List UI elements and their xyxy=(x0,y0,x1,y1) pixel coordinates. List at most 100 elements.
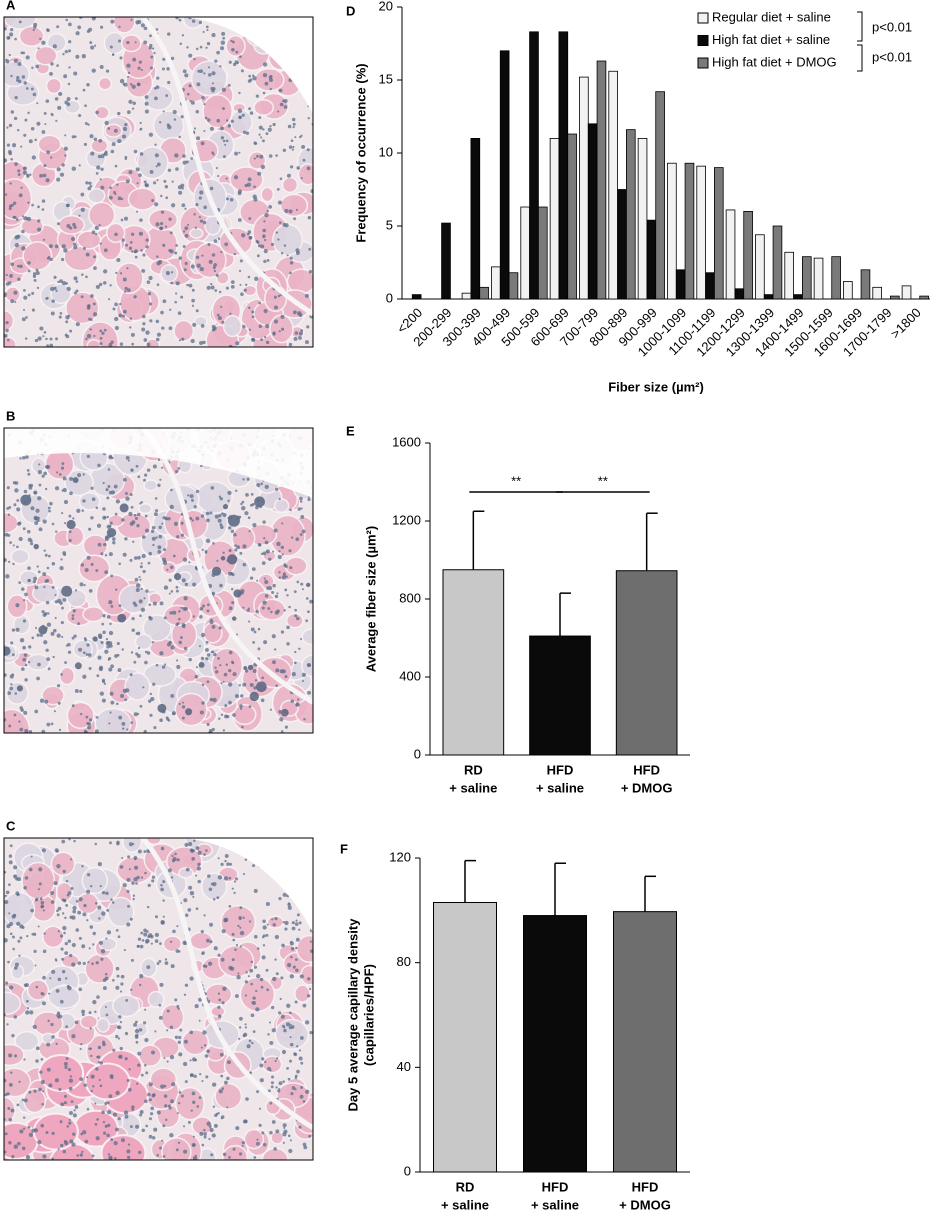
nucleus xyxy=(33,278,37,282)
nucleus xyxy=(192,582,197,587)
nucleus xyxy=(104,554,108,557)
nucleus xyxy=(172,109,177,115)
nucleus xyxy=(180,521,184,525)
nucleus xyxy=(117,935,121,939)
nucleus xyxy=(209,697,214,702)
nucleus xyxy=(9,182,12,185)
fiber xyxy=(79,1014,99,1030)
nucleus xyxy=(9,674,14,679)
nucleus xyxy=(154,96,158,101)
nucleus xyxy=(73,225,77,229)
bar xyxy=(470,137,481,300)
nucleus xyxy=(291,672,296,677)
nucleus xyxy=(248,530,251,533)
fiber xyxy=(4,310,15,332)
panel-label: C xyxy=(6,818,16,833)
nucleus xyxy=(59,172,65,177)
nucleus xyxy=(94,232,98,236)
nucleus-cluster xyxy=(198,661,205,668)
nucleus xyxy=(12,201,17,205)
nucleus xyxy=(14,488,19,493)
nucleus xyxy=(184,233,189,238)
nucleus xyxy=(260,985,264,989)
nucleus xyxy=(194,1004,199,1009)
nucleus xyxy=(109,521,113,525)
nucleus xyxy=(251,315,255,319)
nucleus xyxy=(13,290,18,295)
nucleus xyxy=(224,143,227,146)
nucleus xyxy=(9,932,13,936)
nucleus-cluster xyxy=(74,662,82,670)
nucleus xyxy=(231,573,235,577)
nucleus xyxy=(22,645,26,650)
nucleus xyxy=(136,712,140,715)
nucleus xyxy=(65,315,70,320)
nucleus xyxy=(145,938,150,943)
nucleus xyxy=(268,77,273,83)
nucleus xyxy=(104,1101,108,1105)
nucleus xyxy=(15,627,20,632)
nucleus xyxy=(150,697,155,702)
nucleus xyxy=(177,1141,181,1144)
fiber xyxy=(242,284,258,297)
nucleus xyxy=(38,483,42,487)
nucleus xyxy=(36,286,40,290)
nucleus xyxy=(115,1034,119,1039)
nucleus xyxy=(154,202,159,207)
nucleus xyxy=(62,551,67,555)
significance-stars: ** xyxy=(511,473,521,488)
nucleus xyxy=(199,464,203,468)
nucleus xyxy=(140,876,144,879)
nucleus xyxy=(50,311,55,316)
nucleus xyxy=(266,923,269,926)
nucleus xyxy=(228,515,233,520)
nucleus-cluster xyxy=(222,504,229,510)
nucleus xyxy=(13,1144,18,1149)
nucleus xyxy=(78,897,83,902)
nucleus xyxy=(242,682,247,687)
nucleus xyxy=(71,962,76,967)
fiber xyxy=(84,1062,131,1101)
nucleus xyxy=(217,953,221,957)
nucleus xyxy=(118,1055,122,1059)
nucleus xyxy=(239,945,242,948)
nucleus xyxy=(68,514,72,518)
nucleus xyxy=(112,307,116,311)
nucleus xyxy=(12,947,15,951)
nucleus xyxy=(206,609,210,613)
nucleus xyxy=(177,1007,180,1010)
nucleus xyxy=(148,132,154,137)
nucleus xyxy=(66,102,71,107)
nucleus xyxy=(173,118,177,121)
nucleus xyxy=(228,1156,231,1159)
nucleus xyxy=(41,1102,44,1106)
nucleus xyxy=(301,529,306,534)
bar xyxy=(479,286,489,300)
nucleus xyxy=(112,1112,118,1117)
nucleus xyxy=(282,148,287,153)
nucleus xyxy=(72,1132,76,1136)
nucleus xyxy=(135,882,138,885)
nucleus xyxy=(270,610,273,614)
nucleus xyxy=(14,1054,18,1058)
nucleus xyxy=(276,1057,279,1060)
nucleus xyxy=(25,55,30,60)
nucleus xyxy=(55,337,59,341)
nucleus xyxy=(134,1035,139,1039)
nucleus xyxy=(195,255,200,259)
nucleus xyxy=(272,660,276,665)
nucleus xyxy=(56,913,60,917)
fiber xyxy=(97,76,113,91)
nucleus xyxy=(51,1131,55,1135)
nucleus xyxy=(75,928,80,932)
nucleus xyxy=(187,908,192,912)
nucleus xyxy=(144,473,148,477)
nucleus xyxy=(71,135,75,139)
nucleus xyxy=(89,41,93,45)
nucleus xyxy=(300,515,305,519)
nucleus xyxy=(190,338,195,344)
nucleus xyxy=(220,957,225,962)
nucleus xyxy=(281,553,284,556)
nucleus xyxy=(4,158,8,163)
nucleus xyxy=(163,1084,167,1088)
